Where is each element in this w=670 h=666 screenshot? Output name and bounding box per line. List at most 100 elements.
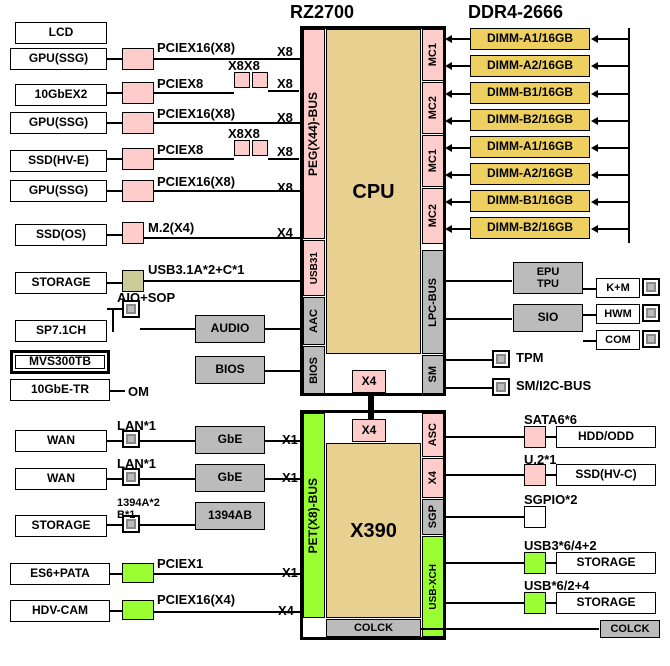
pciex16x4-slot	[122, 600, 154, 620]
lcd-box: LCD	[15, 22, 107, 44]
sp71-box: SP7.1CH	[15, 320, 107, 342]
dimm-b2-2: DIMM-B2/16GB	[470, 217, 590, 239]
lbl-pciex16-3: PCIEX16(X8)	[157, 174, 235, 189]
es6-box: ES6+PATA	[10, 563, 110, 585]
line-10gbe-conn	[107, 92, 122, 94]
line-bios-cpu	[265, 370, 300, 372]
usb31-conn	[122, 270, 144, 292]
gpu3-box: GPU(SSG)	[10, 180, 107, 202]
lbl-om: OM	[128, 384, 149, 399]
x390-box: X390	[326, 443, 421, 618]
gpu1-box: GPU(SSG)	[10, 48, 107, 70]
mc2-label: MC2	[427, 96, 439, 119]
dimm-b1-2: DIMM-B1/16GB	[470, 190, 590, 212]
line-dimm5	[452, 147, 470, 149]
km-box: K+M	[596, 278, 640, 298]
line-usb3	[446, 562, 524, 564]
line-m2	[144, 237, 300, 239]
sgp-bar: SGP	[422, 499, 444, 535]
line-gpu3-conn	[107, 190, 122, 192]
cpu-x4-box: X4	[352, 370, 386, 393]
sgp-label: SGP	[427, 505, 439, 528]
line-storage2-conn	[107, 524, 122, 526]
lbl-pciex16-1: PCIEX16(X8)	[157, 40, 235, 55]
wan2-box: WAN	[15, 468, 107, 490]
line-wan2-conn	[107, 478, 122, 480]
aac-label: AAC	[308, 309, 320, 333]
lbl-x8x8-2: X8X8	[228, 126, 260, 141]
line-ssdhve-conn	[107, 158, 122, 160]
com-conn	[642, 330, 660, 348]
bios-side-label: BIOS	[308, 357, 320, 384]
line-wan1-conn	[107, 440, 122, 442]
hdv-box: HDV-CAM	[10, 600, 110, 622]
lbl-x8-5: X8	[277, 180, 293, 195]
lbl-pciex16x4: PCIEX16(X4)	[157, 592, 235, 607]
mc1-bar: MC1	[422, 29, 444, 81]
tpm-label: TPM	[516, 350, 543, 365]
tengbe-box: 10GbEX2	[15, 84, 107, 106]
line-audio-cpu	[265, 328, 300, 330]
lbl-lan1: LAN*1	[117, 418, 156, 433]
line-lan1	[140, 440, 195, 442]
dimm-a2-2: DIMM-A2/16GB	[470, 163, 590, 185]
lpc-label: LPC-BUS	[427, 278, 439, 327]
line-ssdos-conn	[107, 234, 122, 236]
sm-bar: SM	[422, 355, 444, 394]
asc-label: ASC	[427, 423, 439, 446]
km-conn	[642, 278, 660, 296]
line-dimm4	[452, 120, 470, 122]
usbxch-label: USB-XCH	[428, 564, 439, 610]
line-sw2	[268, 158, 299, 160]
dimm-a1-2: DIMM-A1/16GB	[470, 136, 590, 158]
sgpio-label: SGPIO*2	[524, 492, 577, 507]
line-dimm6	[452, 174, 470, 176]
dimm-rbus-6	[598, 174, 628, 176]
line-usb31	[144, 280, 300, 282]
hwm-box: HWM	[596, 304, 640, 324]
dimm-a1-1: DIMM-A1/16GB	[470, 28, 590, 50]
x4-side-label: X4	[427, 471, 439, 484]
smi2c-conn	[492, 378, 510, 396]
epu-box: EPU TPU	[513, 262, 583, 294]
line-es6-conn	[110, 573, 122, 575]
line-u2	[446, 474, 524, 476]
bios-bar: BIOS	[303, 346, 325, 394]
cpu-box: CPU	[326, 29, 421, 354]
lbl-m2: M.2(X4)	[148, 220, 194, 235]
pet-bus-label: PET(X8)-BUS	[307, 478, 320, 553]
storage-r2-box: STORAGE	[556, 592, 656, 614]
lbl-pciex16-2: PCIEX16(X8)	[157, 106, 235, 121]
lbl-usb31a: USB3.1A*2+C*1	[148, 262, 244, 277]
storage-r1-box: STORAGE	[556, 552, 656, 574]
pciex-slot-1	[122, 48, 154, 70]
lpc-bar: LPC-BUS	[422, 250, 444, 354]
line-pciex16x4	[154, 611, 300, 613]
u2-conn	[524, 464, 546, 486]
line-colck	[421, 628, 599, 630]
line-om	[110, 390, 125, 392]
line-pcie1	[154, 58, 300, 60]
line-dimm8	[452, 228, 470, 230]
lbl-x8-2: X8	[277, 76, 293, 91]
cpu-x390-link	[368, 393, 374, 419]
lbl-pciex8-2: PCIEX8	[157, 142, 203, 157]
usb3-conn	[524, 552, 546, 574]
pet-bus-bar: PET(X8)-BUS	[303, 413, 325, 618]
line-aio-audio	[140, 328, 195, 330]
ssdhve-box: SSD(HV-E)	[10, 150, 107, 172]
line-sio-hwm	[583, 314, 596, 316]
line-sio-com	[583, 340, 596, 342]
audio-box: AUDIO	[195, 315, 265, 343]
aac-bar: AAC	[303, 297, 325, 345]
dimm-b2-1: DIMM-B2/16GB	[470, 109, 590, 131]
mc2b-label: MC2	[427, 204, 439, 227]
line-storage-conn	[107, 282, 122, 284]
pciex-slot-2	[122, 82, 154, 104]
colck-r-box: COLCK	[600, 620, 660, 638]
lbl-aio: AIO+SOP	[117, 290, 175, 305]
dimm-rbus-5	[598, 147, 628, 149]
x390-x4-box: X4	[352, 419, 386, 442]
line-usb-stor	[546, 602, 556, 604]
colck-box: COLCK	[326, 619, 421, 637]
